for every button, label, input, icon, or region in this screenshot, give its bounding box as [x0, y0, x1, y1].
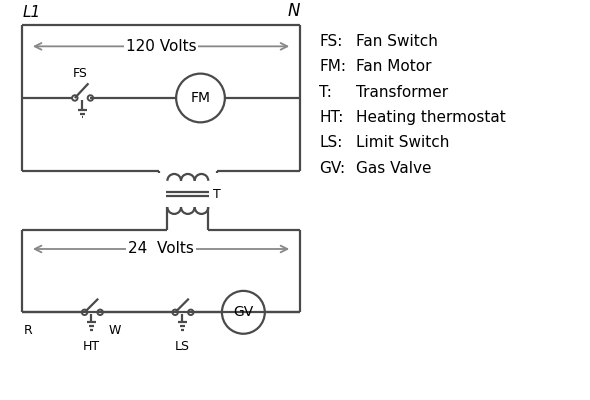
Text: T:: T:	[319, 85, 332, 100]
Text: HT:: HT:	[319, 110, 344, 125]
Text: GV:: GV:	[319, 161, 346, 176]
Text: Gas Valve: Gas Valve	[356, 161, 432, 176]
Text: FS:: FS:	[319, 34, 343, 49]
Text: Limit Switch: Limit Switch	[356, 135, 450, 150]
Text: R: R	[24, 324, 33, 337]
Text: FM:: FM:	[319, 59, 346, 74]
Text: W: W	[109, 324, 121, 337]
Text: LS: LS	[175, 340, 189, 352]
Text: Fan Motor: Fan Motor	[356, 59, 432, 74]
Text: FM: FM	[191, 91, 211, 105]
Text: L1: L1	[22, 5, 41, 20]
Text: GV: GV	[233, 305, 254, 319]
Text: LS:: LS:	[319, 135, 343, 150]
Text: HT: HT	[83, 340, 100, 352]
Text: Fan Switch: Fan Switch	[356, 34, 438, 49]
Text: 24  Volts: 24 Volts	[128, 242, 194, 256]
Text: FS: FS	[72, 68, 87, 80]
Text: 120 Volts: 120 Volts	[126, 39, 196, 54]
Text: N: N	[287, 2, 300, 20]
Text: T: T	[213, 188, 221, 201]
Text: Transformer: Transformer	[356, 85, 448, 100]
Text: Heating thermostat: Heating thermostat	[356, 110, 506, 125]
